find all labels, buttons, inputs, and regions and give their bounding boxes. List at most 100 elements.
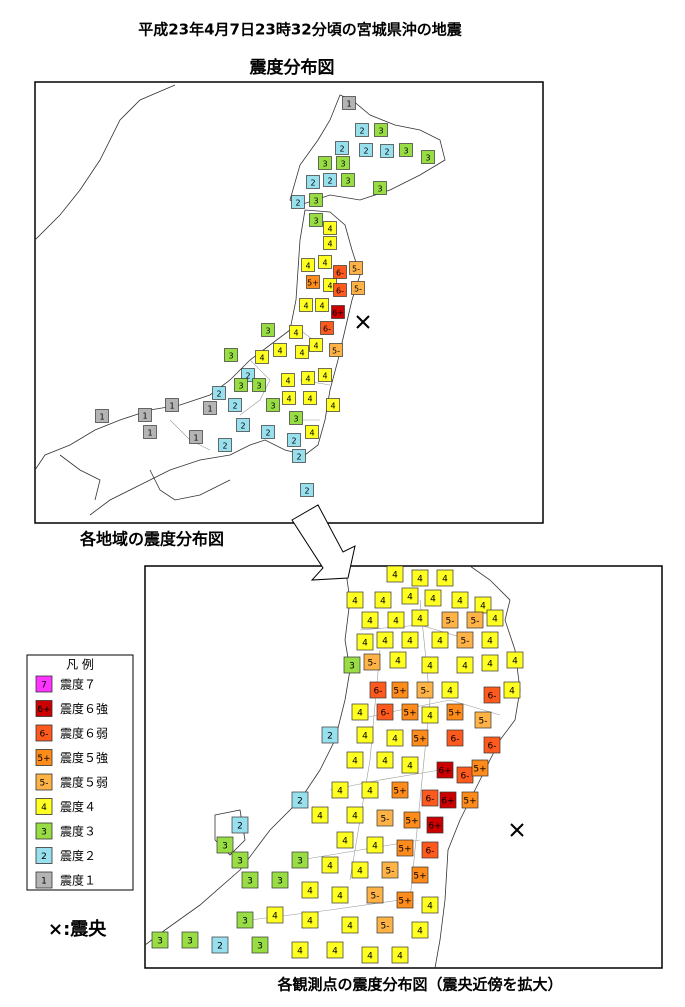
station-marker (346, 751, 364, 769)
station-intensity: 6- (374, 687, 383, 697)
station-marker (401, 703, 419, 721)
station-intensity: 4 (277, 347, 282, 356)
station-intensity: 3 (277, 877, 283, 887)
station-intensity: 4 (272, 912, 278, 922)
station-marker (456, 656, 474, 674)
station-intensity: 3 (425, 154, 430, 163)
station-marker (301, 371, 315, 385)
station-marker (315, 298, 329, 312)
station-marker (95, 409, 109, 423)
station-marker (189, 430, 203, 444)
station-intensity: 2 (295, 199, 300, 208)
station-intensity: 4 (286, 395, 291, 404)
station-marker (446, 729, 464, 747)
station-intensity: 2 (222, 442, 227, 451)
legend-title: 凡 例 (66, 658, 94, 672)
station-intensity: 4 (307, 917, 313, 927)
station-intensity: 5- (386, 867, 395, 877)
station-intensity: 2 (297, 797, 303, 807)
station-marker (231, 851, 249, 869)
station-marker (318, 156, 332, 170)
station-marker (323, 221, 337, 235)
legend-swatch (35, 773, 53, 791)
station-intensity: 4 (407, 637, 413, 647)
station-intensity: 4 (357, 709, 363, 719)
station-intensity: 1 (99, 413, 104, 422)
station-intensity: 6+ (428, 822, 441, 832)
station-intensity: 6- (336, 287, 344, 296)
station-intensity: 4 (322, 372, 327, 381)
detail-caption: 各観測点の震度分布図（震央近傍を拡大） (276, 976, 562, 994)
epicenter-legend: ×:震央 (48, 918, 107, 940)
station-intensity: 6- (381, 709, 390, 719)
station-intensity: 4 (362, 639, 368, 649)
station-marker (138, 408, 152, 422)
station-marker (321, 856, 339, 874)
station-intensity: 4 (392, 735, 398, 745)
station-intensity: 3 (378, 127, 383, 136)
station-marker (386, 729, 404, 747)
station-marker (301, 881, 319, 899)
station-intensity: 1 (193, 434, 198, 443)
station-marker (356, 726, 374, 744)
legend-label: 震度７ (60, 678, 96, 692)
station-intensity: 4 (327, 862, 333, 872)
station-marker (411, 609, 429, 627)
station-marker (241, 871, 259, 889)
station-marker (376, 631, 394, 649)
station-marker (349, 261, 363, 275)
station-marker (165, 398, 179, 412)
station-marker (506, 651, 524, 669)
station-intensity: 5- (332, 347, 340, 356)
station-intensity: 5+ (403, 709, 416, 719)
station-intensity: 3 (187, 937, 193, 947)
station-intensity: 6- (461, 772, 470, 782)
station-marker (486, 609, 504, 627)
station-marker (252, 378, 266, 392)
station-intensity: 4 (327, 282, 332, 291)
station-intensity: 1 (142, 412, 147, 421)
station-intensity: 4 (367, 952, 373, 962)
station-intensity: 5- (461, 637, 470, 647)
station-marker (411, 866, 429, 884)
epicenter-marker (356, 315, 524, 837)
station-marker (261, 323, 275, 337)
station-marker (401, 631, 419, 649)
station-marker (181, 931, 199, 949)
station-intensity: 3 (228, 352, 233, 361)
station-marker (351, 703, 369, 721)
station-intensity: 4 (352, 812, 358, 822)
station-marker (431, 631, 449, 649)
station-intensity: 2 (232, 402, 237, 411)
station-intensity: 6- (488, 742, 497, 752)
station-marker (451, 591, 469, 609)
station-intensity: 4 (305, 262, 310, 271)
station-intensity: 3 (313, 217, 318, 226)
station-marker (439, 791, 457, 809)
station-intensity: 5- (479, 717, 488, 727)
station-marker (329, 343, 343, 357)
station-intensity: 4 (367, 787, 373, 797)
station-marker (291, 941, 309, 959)
station-intensity: 4 (407, 593, 413, 603)
station-marker (483, 736, 501, 754)
station-marker (376, 751, 394, 769)
station-marker (366, 886, 384, 904)
station-marker (216, 836, 234, 854)
station-marker (374, 123, 388, 137)
station-marker (441, 681, 459, 699)
station-marker (401, 756, 419, 774)
station-marker (299, 298, 313, 312)
station-intensity: 4 (380, 597, 386, 607)
station-intensity: 4 (382, 757, 388, 767)
station-marker (461, 791, 479, 809)
station-intensity: 2 (237, 822, 243, 832)
station-marker (356, 633, 374, 651)
station-marker (436, 761, 454, 779)
station-marker (380, 144, 394, 158)
station-marker (503, 681, 521, 699)
station-intensity: 4 (487, 637, 493, 647)
station-marker (376, 809, 394, 827)
